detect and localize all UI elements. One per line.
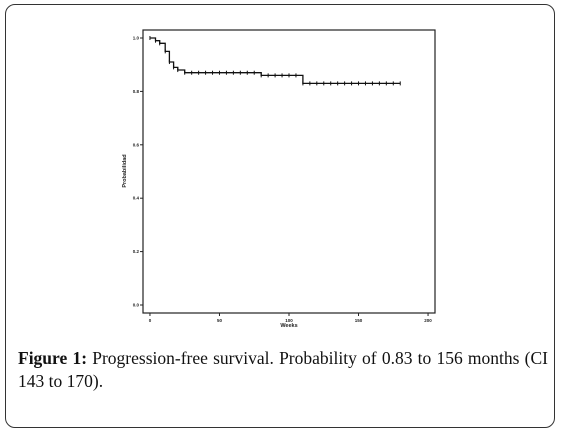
y-axis: 0.0 0.2 0.4 0.6 0.8 1.0 bbox=[133, 36, 143, 307]
survival-chart: 0 50 100 150 200 0.0 0.2 0.4 0.6 0.8 1.0 Weeks Pr… bbox=[122, 29, 436, 329]
x-tick-label: 150 bbox=[355, 318, 363, 323]
x-axis-label: Weeks bbox=[280, 323, 297, 329]
x-tick-label: 50 bbox=[217, 318, 223, 323]
x-tick-label: 0 bbox=[149, 318, 152, 323]
x-tick-label: 100 bbox=[285, 318, 293, 323]
caption-text: Progression-free survival. Probability o… bbox=[18, 348, 548, 391]
y-tick-label: 1.0 bbox=[133, 36, 140, 41]
figure-caption: Figure 1: Progression-free survival. Pro… bbox=[18, 347, 548, 393]
x-tick-label: 200 bbox=[424, 318, 432, 323]
y-tick-label: 0.8 bbox=[133, 89, 140, 94]
y-tick-label: 0.2 bbox=[133, 249, 140, 254]
y-tick-label: 0.4 bbox=[133, 196, 140, 201]
caption-label: Figure 1: bbox=[18, 348, 88, 368]
figure-frame bbox=[5, 4, 555, 428]
x-axis: 0 50 100 150 200 bbox=[149, 313, 432, 323]
censor-marks bbox=[149, 36, 401, 86]
y-axis-label: Probabilidad bbox=[122, 154, 128, 187]
y-tick-label: 0.6 bbox=[133, 142, 140, 147]
y-tick-label: 0.0 bbox=[133, 302, 140, 307]
